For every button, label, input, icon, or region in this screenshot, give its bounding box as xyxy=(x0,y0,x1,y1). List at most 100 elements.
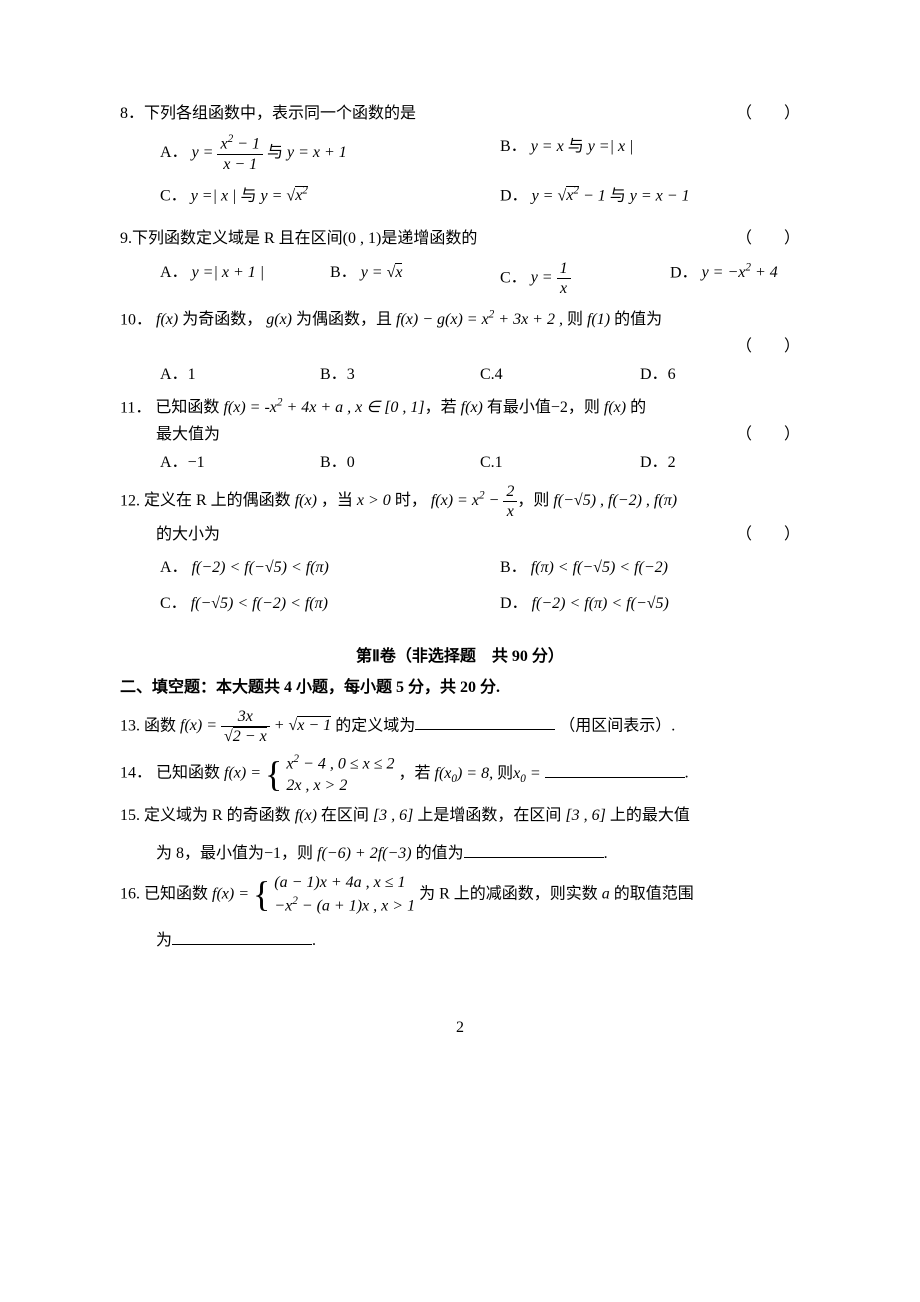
q12-opt-d: D． f(−2) < f(π) < f(−√5) xyxy=(460,590,800,617)
q8-d-math: y = √x2 − 1 与 y = x − 1 xyxy=(532,186,690,204)
q8-b-label: B． xyxy=(500,138,527,155)
q11-a-val: −1 xyxy=(188,454,205,471)
q13-pre: 函数 xyxy=(144,717,176,734)
q16-post: . xyxy=(312,932,316,949)
question-10: 10． f(x) 为奇函数， g(x) 为偶函数，且 f(x) − g(x) =… xyxy=(120,306,800,388)
q9-num: 9. xyxy=(120,230,132,247)
q12-stem2-text: 的大小为 xyxy=(156,521,716,548)
q8-paren: （ ） xyxy=(716,100,800,127)
q14-pre: 已知函数 xyxy=(156,765,220,782)
q11-opt-b: B．0 xyxy=(320,449,480,476)
q16-piecewise: { (a − 1)x + 4a , x ≤ 1 −x2 − (a + 1)x ,… xyxy=(253,873,415,917)
q11-stem-math: 已知函数 f(x) = -x2 + 4x + a , x ∈ [0 , 1]，若… xyxy=(155,399,646,416)
q12-stem-math: 定义在 R 上的偶函数 f(x) ，当 x > 0 时， f(x) = x2 −… xyxy=(144,492,677,509)
q11-options: A．−1 B．0 C.1 D．2 xyxy=(120,449,800,476)
q14-num: 14． xyxy=(120,765,152,782)
q10-b-label: B． xyxy=(320,366,347,383)
q9-a-label: A． xyxy=(160,264,188,281)
q13-blank xyxy=(415,713,555,731)
q12-c-math: f(−√5) < f(−2) < f(π) xyxy=(191,595,328,612)
q9-stem-text: 下列函数定义域是 R 且在区间(0 , 1)是递增函数的 xyxy=(132,230,477,247)
q10-c-label: C. xyxy=(480,366,495,383)
q10-paren-line: （ ） xyxy=(120,333,800,360)
q15-l1-math: 定义域为 R 的奇函数 f(x) 在区间 [3 , 6] 上是增函数，在区间 [… xyxy=(144,807,690,824)
q12-num: 12. xyxy=(120,492,140,509)
q12-opt-a: A． f(−2) < f(−√5) < f(π) xyxy=(120,554,460,581)
q10-d-val: 6 xyxy=(668,366,676,383)
q11-stem2-text: 最大值为 xyxy=(156,421,716,448)
q12-b-math: f(π) < f(−√5) < f(−2) xyxy=(531,559,668,576)
q12-stem-line2: 的大小为 （ ） xyxy=(120,521,800,548)
q10-b-val: 3 xyxy=(347,366,355,383)
q12-a-label: A． xyxy=(160,559,188,576)
q10-opt-a: A．1 xyxy=(160,361,320,388)
q8-num: 8． xyxy=(120,105,144,122)
q12-stem-line1: 12. 定义在 R 上的偶函数 f(x) ，当 x > 0 时， f(x) = … xyxy=(120,482,800,521)
q8-c-math: y =| x | 与 y = √x2 xyxy=(191,186,308,204)
q10-paren: （ ） xyxy=(716,338,800,355)
q8-opt-c: C． y =| x | 与 y = √x2 xyxy=(120,182,460,210)
q12-a-math: f(−2) < f(−√5) < f(π) xyxy=(192,559,329,576)
question-15: 15. 定义域为 R 的奇函数 f(x) 在区间 [3 , 6] 上是增函数，在… xyxy=(120,802,800,866)
q9-paren: （ ） xyxy=(716,225,800,252)
q12-c-label: C． xyxy=(160,595,187,612)
q16-math: f(x) = xyxy=(212,885,253,902)
q8-c-label: C． xyxy=(160,187,187,204)
q11-opt-c: C.1 xyxy=(480,449,640,476)
q11-c-label: C. xyxy=(480,454,495,471)
q10-num: 10． xyxy=(120,311,152,328)
q16-case2: −x2 − (a + 1)x , x > 1 xyxy=(274,894,415,917)
q15-num: 15. xyxy=(120,807,140,824)
q11-b-label: B． xyxy=(320,454,347,471)
question-13: 13. 函数 f(x) = 3x√2 − x + √x − 1 的定义域为 （用… xyxy=(120,707,800,746)
q11-c-val: 1 xyxy=(495,454,503,471)
q10-opt-c: C.4 xyxy=(480,361,640,388)
q15-post: . xyxy=(604,845,608,862)
q10-opt-b: B．3 xyxy=(320,361,480,388)
q9-stem: 9.下列函数定义域是 R 且在区间(0 , 1)是递增函数的 xyxy=(120,225,716,252)
q14-mid: ，若 f(x0) = 8, 则x0 = xyxy=(398,765,544,782)
q8-opt-a: A． y = x2 − 1x − 1 与 y = x + 1 xyxy=(120,133,460,174)
q11-stem-line2: 最大值为 （ ） xyxy=(120,421,800,448)
q9-opt-a: A． y =| x + 1 | xyxy=(120,259,290,298)
q9-d-math: y = −x2 + 4 xyxy=(702,264,778,281)
q12-b-label: B． xyxy=(500,559,527,576)
q10-opt-d: D．6 xyxy=(640,361,800,388)
q13-num: 13. xyxy=(120,717,140,734)
page-number: 2 xyxy=(120,1014,800,1041)
q12-options: A． f(−2) < f(−√5) < f(π) B． f(π) < f(−√5… xyxy=(120,554,800,624)
q9-options: A． y =| x + 1 | B． y = √x C． y = 1x D． y… xyxy=(120,259,800,298)
q8-a-label: A． xyxy=(160,144,188,161)
q14-piecewise: { x2 − 4 , 0 ≤ x ≤ 2 2x , x > 2 xyxy=(265,752,394,796)
q10-stem-math: f(x) 为奇函数， g(x) 为偶函数，且 f(x) − g(x) = x2 … xyxy=(156,311,662,328)
q16-pre: 已知函数 xyxy=(144,885,208,902)
q9-opt-b: B． y = √x xyxy=(290,259,460,298)
q14-math: f(x) = xyxy=(224,765,265,782)
q12-opt-c: C． f(−√5) < f(−2) < f(π) xyxy=(120,590,460,617)
q9-b-label: B． xyxy=(330,264,357,281)
q9-opt-d: D． y = −x2 + 4 xyxy=(630,259,800,298)
q8-opt-d: D． y = √x2 − 1 与 y = x − 1 xyxy=(460,182,800,210)
section-2-title: 第Ⅱ卷（非选择题 共 90 分） xyxy=(120,643,800,670)
q8-stem: 8．下列各组函数中，表示同一个函数的是 xyxy=(120,100,716,127)
q9-c-math: y = 1x xyxy=(531,269,571,286)
q12-opt-b: B． f(π) < f(−√5) < f(−2) xyxy=(460,554,800,581)
q12-d-label: D． xyxy=(500,595,528,612)
q10-d-label: D． xyxy=(640,366,668,383)
question-16: 16. 已知函数 f(x) = { (a − 1)x + 4a , x ≤ 1 … xyxy=(120,873,800,954)
q9-a-math: y =| x + 1 | xyxy=(192,264,265,281)
q10-a-val: 1 xyxy=(188,366,196,383)
q14-blank xyxy=(545,760,685,778)
q8-d-label: D． xyxy=(500,187,528,204)
q11-paren: （ ） xyxy=(716,421,800,448)
q10-a-label: A． xyxy=(160,366,188,383)
q11-num: 11． xyxy=(120,399,151,416)
q12-paren: （ ） xyxy=(716,521,800,548)
q11-opt-d: D．2 xyxy=(640,449,800,476)
question-9: 9.下列函数定义域是 R 且在区间(0 , 1)是递增函数的 （ ） A． y … xyxy=(120,225,800,298)
q15-l2-math: 为 8，最小值为−1，则 f(−6) + 2f(−3) 的值为 xyxy=(156,845,464,862)
question-12: 12. 定义在 R 上的偶函数 f(x) ，当 x > 0 时， f(x) = … xyxy=(120,482,800,625)
q8-opt-b: B． y = x 与 y =| x | xyxy=(460,133,800,174)
q8-options: A． y = x2 − 1x − 1 与 y = x + 1 B． y = x … xyxy=(120,133,800,217)
q11-b-val: 0 xyxy=(347,454,355,471)
